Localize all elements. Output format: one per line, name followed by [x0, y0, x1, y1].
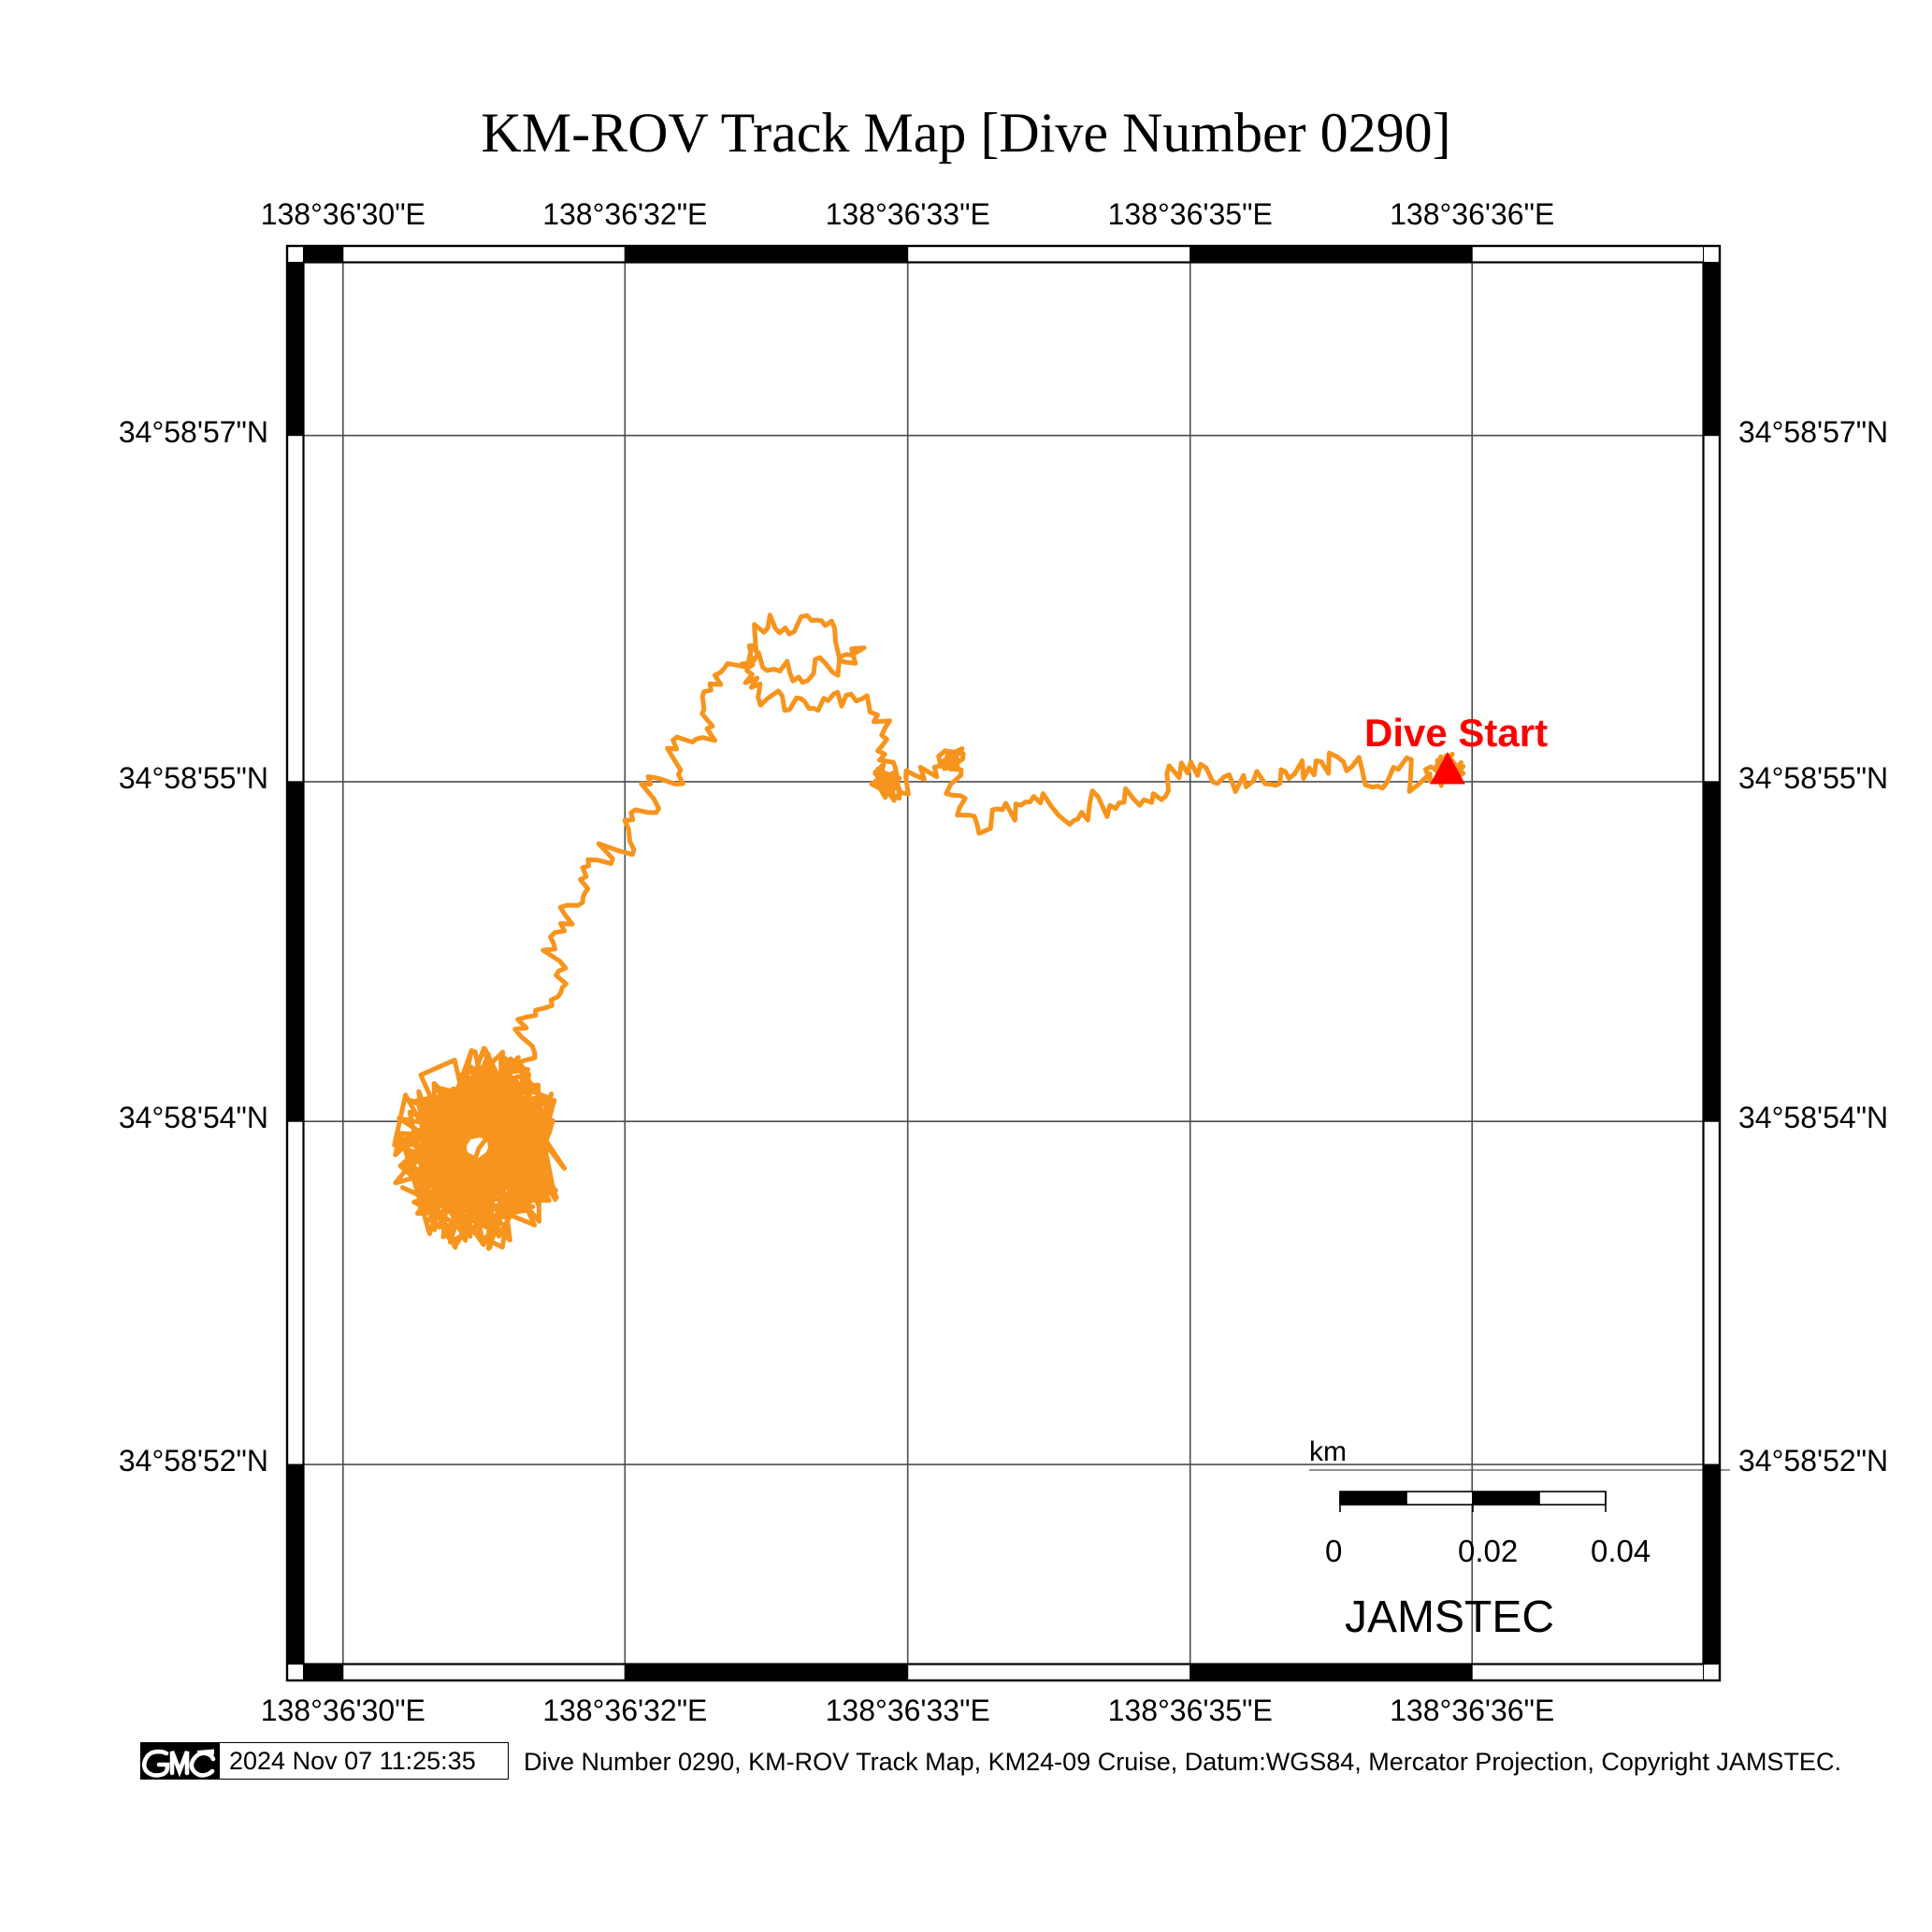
svg-text:0.04: 0.04 [1591, 1534, 1651, 1568]
svg-text:JAMSTEC: JAMSTEC [1345, 1593, 1554, 1642]
svg-text:Dive Start: Dive Start [1364, 711, 1548, 755]
svg-text:0: 0 [1325, 1534, 1342, 1568]
svg-text:0.02: 0.02 [1458, 1534, 1518, 1568]
svg-text:km: km [1309, 1436, 1347, 1467]
